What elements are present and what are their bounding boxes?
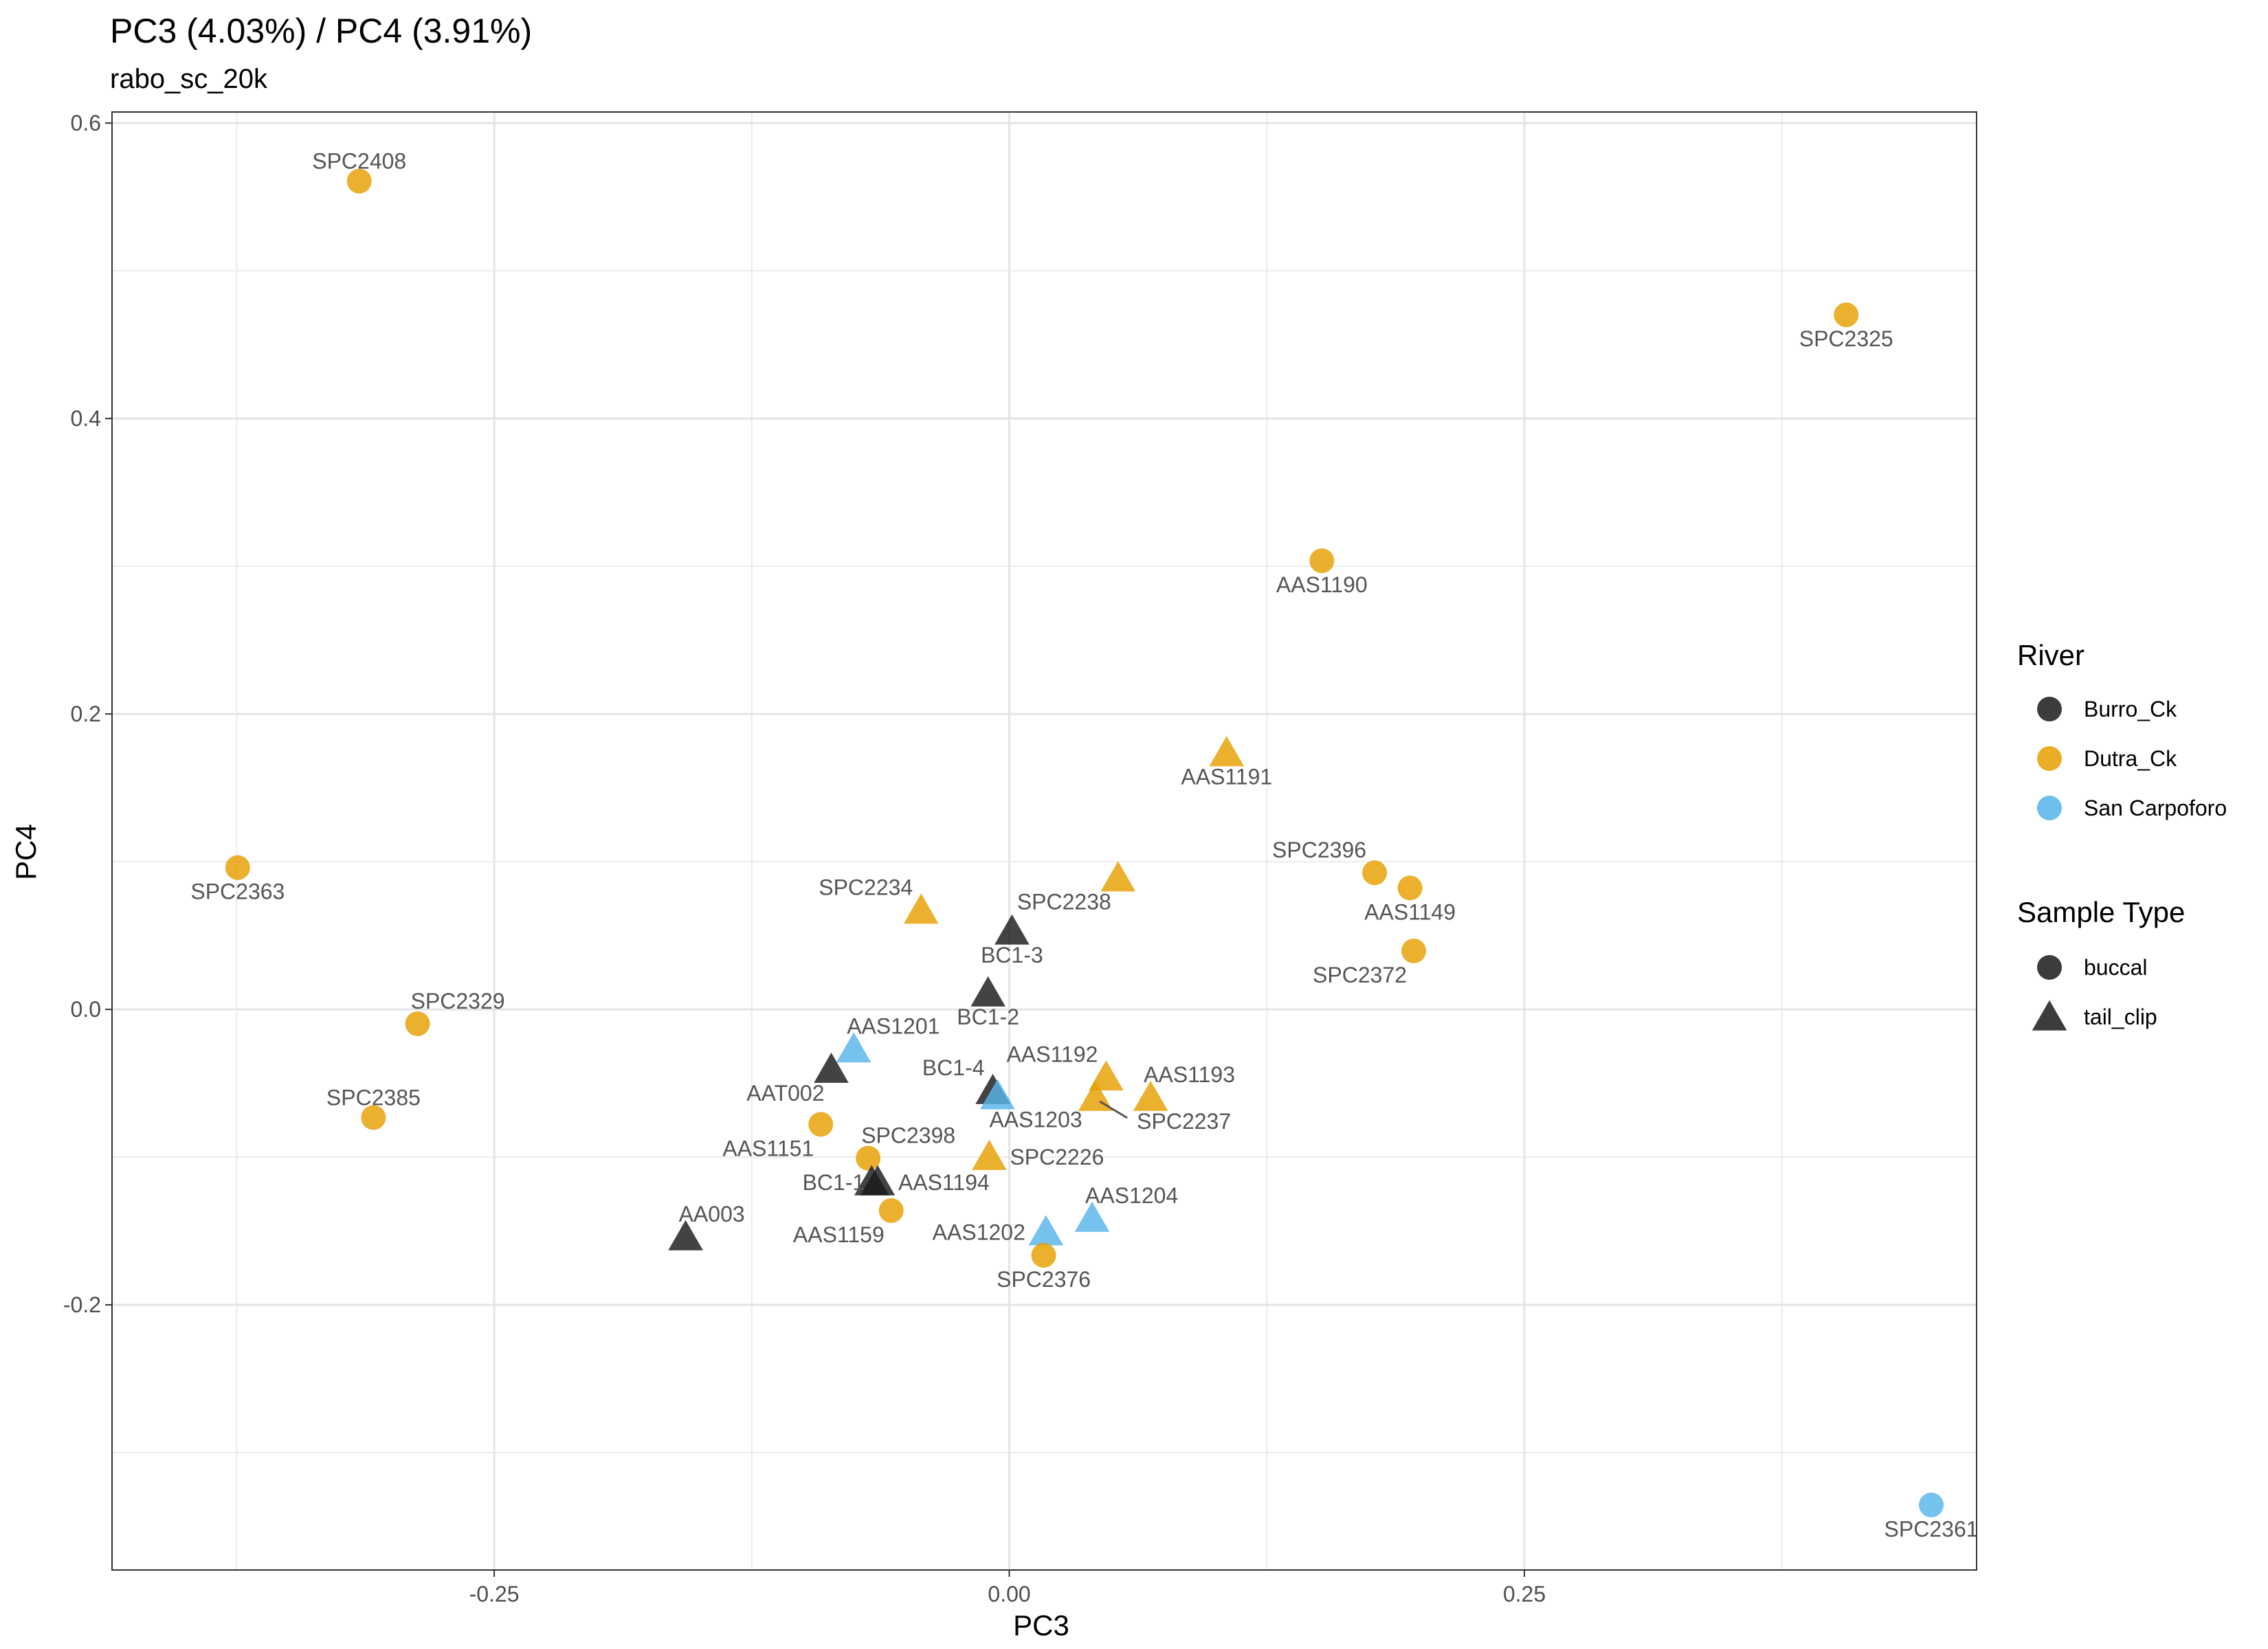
point-label-bc1-4: BC1-4 [922,1055,985,1080]
point-spc2385 [361,1105,386,1130]
point-label-bc1-2: BC1-2 [957,1005,1019,1029]
legend-label-river: Burro_Ck [2084,697,2177,721]
point-spc2408 [346,168,372,194]
y-tick-label: 0.4 [71,406,101,431]
point-label-aas1203: AAS1203 [989,1108,1082,1132]
label-leader-line [1099,1100,1128,1119]
point-label-spc2396: SPC2396 [1272,838,1366,862]
legend-label-river: Dutra_Ck [2084,746,2177,771]
point-aas1202 [1028,1215,1064,1246]
legend-label-sample-type: tail_clip [2084,1005,2157,1029]
point-aas1149 [1397,875,1423,901]
chart-subtitle: rabo_sc_20k [110,64,268,94]
point-spc2234 [903,893,939,924]
point-label-spc2238: SPC2238 [1017,890,1111,915]
point-label-aa003: AA003 [679,1202,745,1226]
y-tick-label: 0.0 [71,997,101,1022]
legend-key-burro-ck [2037,697,2062,721]
point-spc2363 [225,855,250,880]
point-aas1201 [836,1032,871,1063]
legend-sample-type-title: Sample Type [2017,896,2185,928]
point-layer [225,168,1944,1518]
point-spc2226 [972,1139,1007,1170]
point-spc2325 [1834,302,1859,328]
y-tick-label: -0.2 [63,1292,101,1317]
point-bc1-1 [854,1165,889,1196]
point-spc2329 [405,1011,430,1036]
point-label-aat002: AAT002 [746,1081,824,1106]
point-label-bc1-1: BC1-1 [803,1170,865,1195]
point-label-bc1-3: BC1-3 [981,943,1043,967]
x-tick-label: -0.25 [469,1582,520,1606]
point-label-spc2385: SPC2385 [326,1085,421,1110]
point-label-spc2372: SPC2372 [1313,963,1407,987]
legend-key-buccal [2037,955,2062,980]
point-aas1151 [808,1112,834,1137]
point-aa003 [668,1220,703,1250]
point-label-aas1191: AAS1191 [1181,764,1272,789]
point-label-aas1202: AAS1202 [933,1220,1025,1245]
point-label-aas1201: AAS1201 [847,1013,940,1038]
point-bc1-3 [994,914,1030,945]
x-axis-title: PC3 [1013,1609,1069,1641]
legend-key-tail-clip [2032,1000,2067,1031]
point-label-spc2237: SPC2237 [1137,1109,1231,1134]
point-label-spc2398: SPC2398 [861,1123,955,1148]
legend-label-river: San Carpoforo [2084,796,2227,820]
point-aas1192 [1089,1060,1124,1091]
chart-title: PC3 (4.03%) / PC4 (3.91%) [110,12,532,50]
point-spc2376 [1031,1243,1056,1268]
point-spc2238 [1100,861,1136,892]
point-label-spc2376: SPC2376 [997,1267,1091,1292]
point-spc2398 [856,1145,881,1171]
point-aas1190 [1309,548,1335,574]
x-tick-label: 0.00 [988,1582,1030,1606]
legend-river-title: River [2017,639,2084,671]
point-label-spc2226: SPC2226 [1010,1145,1104,1169]
legend: River Sample Type Burro_Ck Dutra_Ck San Ca… [2017,639,2227,1031]
point-aas1204 [1074,1201,1110,1232]
legend-key-san-carpoforo [2037,796,2062,820]
point-spc2396 [1362,860,1388,886]
point-aas1191 [1209,736,1245,767]
tick-layer: -0.25 0.00 0.25 -0.2 0.0 0.2 0.4 0.6 [63,111,1546,1606]
point-aas1193 [1133,1080,1168,1111]
point-bc1-2 [970,976,1005,1007]
y-tick-label: 0.6 [71,111,101,135]
point-label-spc2363: SPC2363 [190,879,285,904]
point-label-aas1192: AAS1192 [1007,1042,1098,1066]
point-label-spc2325: SPC2325 [1799,326,1893,351]
point-label-spc2361: SPC2361 [1885,1516,1979,1541]
point-label-spc2234: SPC2234 [819,875,913,900]
x-tick-label: 0.25 [1503,1582,1546,1606]
point-label-aas1190: AAS1190 [1276,572,1368,597]
plot-panel [112,112,1977,1570]
point-label-aas1149: AAS1149 [1364,899,1456,924]
point-label-spc2329: SPC2329 [411,989,505,1013]
point-label-spc2408: SPC2408 [312,149,406,174]
point-label-aas1193: AAS1193 [1144,1062,1235,1087]
legend-key-dutra-ck [2037,746,2062,771]
legend-label-sample-type: buccal [2084,955,2148,980]
point-label-aas1159: AAS1159 [793,1222,885,1247]
y-tick-label: 0.2 [71,702,101,726]
point-aas1159 [878,1198,904,1223]
label-layer: SPC2408 SPC2325 AAS1190 AAS1191 SPC2363 SPC23… [190,149,1978,1542]
point-label-aas1204: AAS1204 [1085,1183,1178,1208]
point-label-aas1194: AAS1194 [898,1170,990,1195]
point-spc2372 [1401,938,1427,963]
y-axis-title: PC4 [10,824,42,880]
point-aas1203 [980,1079,1015,1110]
plot-border [111,111,1977,1571]
point-spc2361 [1919,1492,1944,1518]
point-label-aas1151: AAS1151 [722,1136,814,1160]
grid-layer [112,112,1977,1570]
point-aat002 [814,1052,849,1083]
